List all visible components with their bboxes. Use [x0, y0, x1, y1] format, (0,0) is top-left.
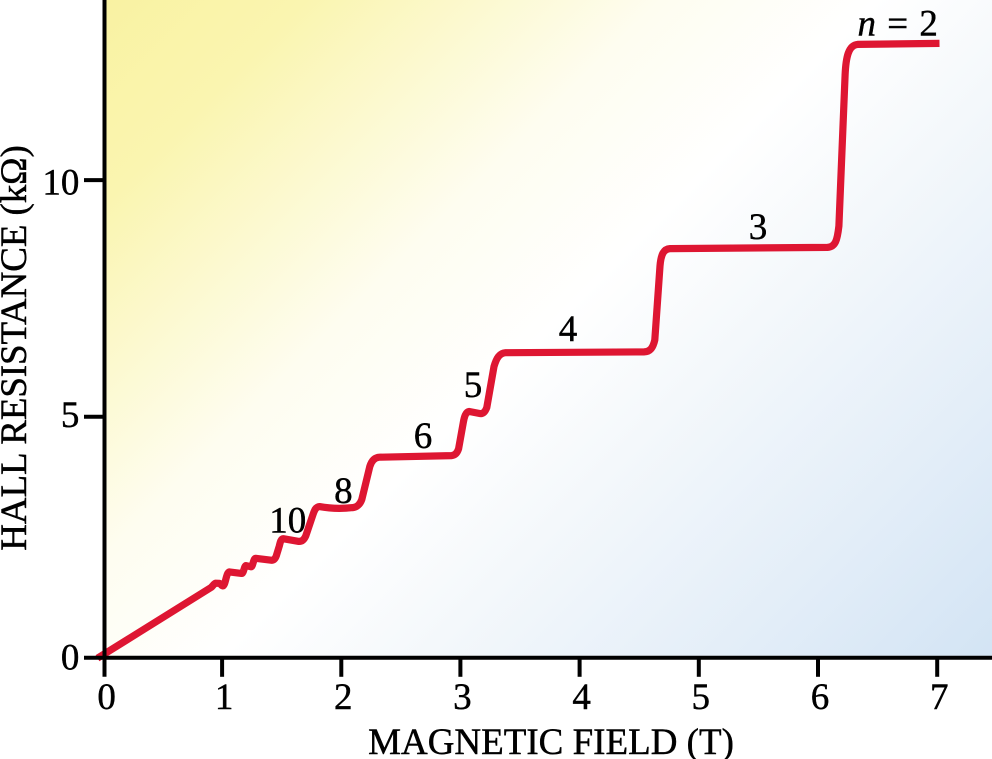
svg-text:6: 6	[811, 677, 830, 718]
svg-text:6: 6	[414, 416, 433, 457]
svg-text:7: 7	[930, 677, 949, 718]
svg-text:5: 5	[464, 365, 483, 406]
svg-text:3: 3	[749, 207, 768, 248]
svg-text:0: 0	[61, 638, 80, 679]
svg-text:4: 4	[572, 677, 591, 718]
svg-text:n = 2: n = 2	[858, 4, 939, 45]
svg-text:10: 10	[42, 162, 79, 203]
svg-text:8: 8	[334, 471, 353, 512]
svg-text:0: 0	[97, 677, 116, 718]
svg-text:5: 5	[61, 395, 80, 436]
svg-text:1: 1	[215, 677, 234, 718]
svg-text:HALL RESISTANCE (kΩ): HALL RESISTANCE (kΩ)	[0, 145, 35, 551]
svg-text:MAGNETIC FIELD (T): MAGNETIC FIELD (T)	[368, 722, 734, 759]
svg-text:3: 3	[453, 677, 472, 718]
svg-text:4: 4	[559, 309, 578, 350]
svg-text:10: 10	[269, 501, 306, 542]
svg-text:5: 5	[692, 677, 711, 718]
svg-text:2: 2	[334, 677, 353, 718]
